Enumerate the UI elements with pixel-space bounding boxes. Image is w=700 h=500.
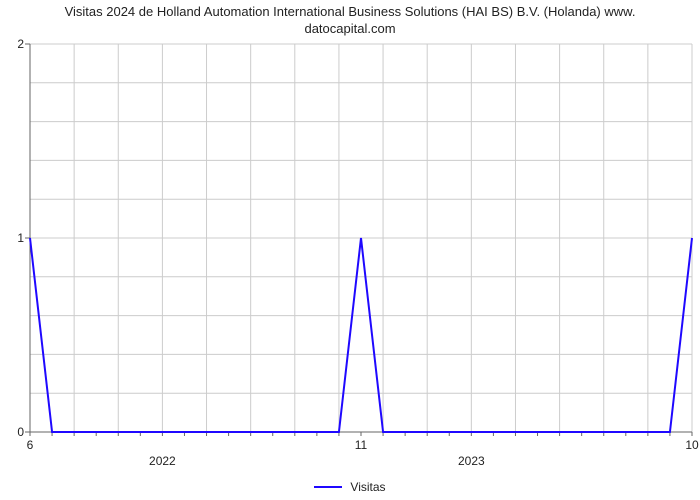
title-line-2: datocapital.com	[304, 21, 395, 36]
chart-title: Visitas 2024 de Holland Automation Inter…	[0, 4, 700, 38]
y-tick-label: 0	[6, 425, 24, 439]
title-line-1: Visitas 2024 de Holland Automation Inter…	[65, 4, 636, 19]
legend-label: Visitas	[350, 480, 385, 494]
legend-swatch	[314, 486, 342, 488]
y-tick-label: 1	[6, 231, 24, 245]
x-year-label: 2023	[458, 454, 485, 468]
y-tick-label: 2	[6, 37, 24, 51]
x-tick-label: 10	[685, 438, 698, 452]
legend: Visitas	[0, 480, 700, 494]
chart-svg	[30, 44, 692, 432]
x-year-label: 2022	[149, 454, 176, 468]
x-tick-label: 11	[355, 438, 367, 452]
x-tick-label: 6	[27, 438, 34, 452]
chart-container: Visitas 2024 de Holland Automation Inter…	[0, 0, 700, 500]
plot-area	[30, 44, 692, 432]
